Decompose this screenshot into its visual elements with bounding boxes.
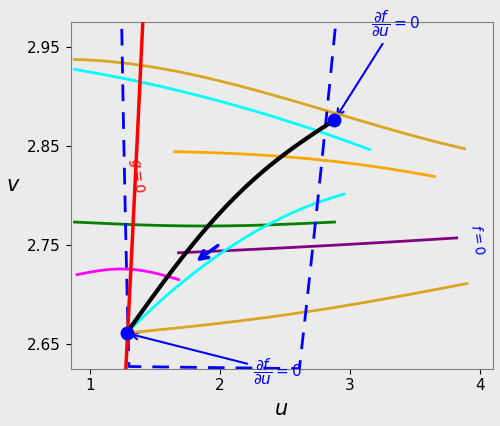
Text: $\dfrac{\partial f}{\partial u} = 0$: $\dfrac{\partial f}{\partial u} = 0$ (132, 333, 302, 387)
X-axis label: u: u (275, 399, 288, 419)
Text: $f = 0$: $f = 0$ (468, 223, 487, 256)
Text: $g = 0$: $g = 0$ (126, 157, 147, 194)
Text: $\dfrac{\partial f}{\partial u} = 0$: $\dfrac{\partial f}{\partial u} = 0$ (337, 8, 420, 115)
Y-axis label: v: v (7, 175, 20, 195)
